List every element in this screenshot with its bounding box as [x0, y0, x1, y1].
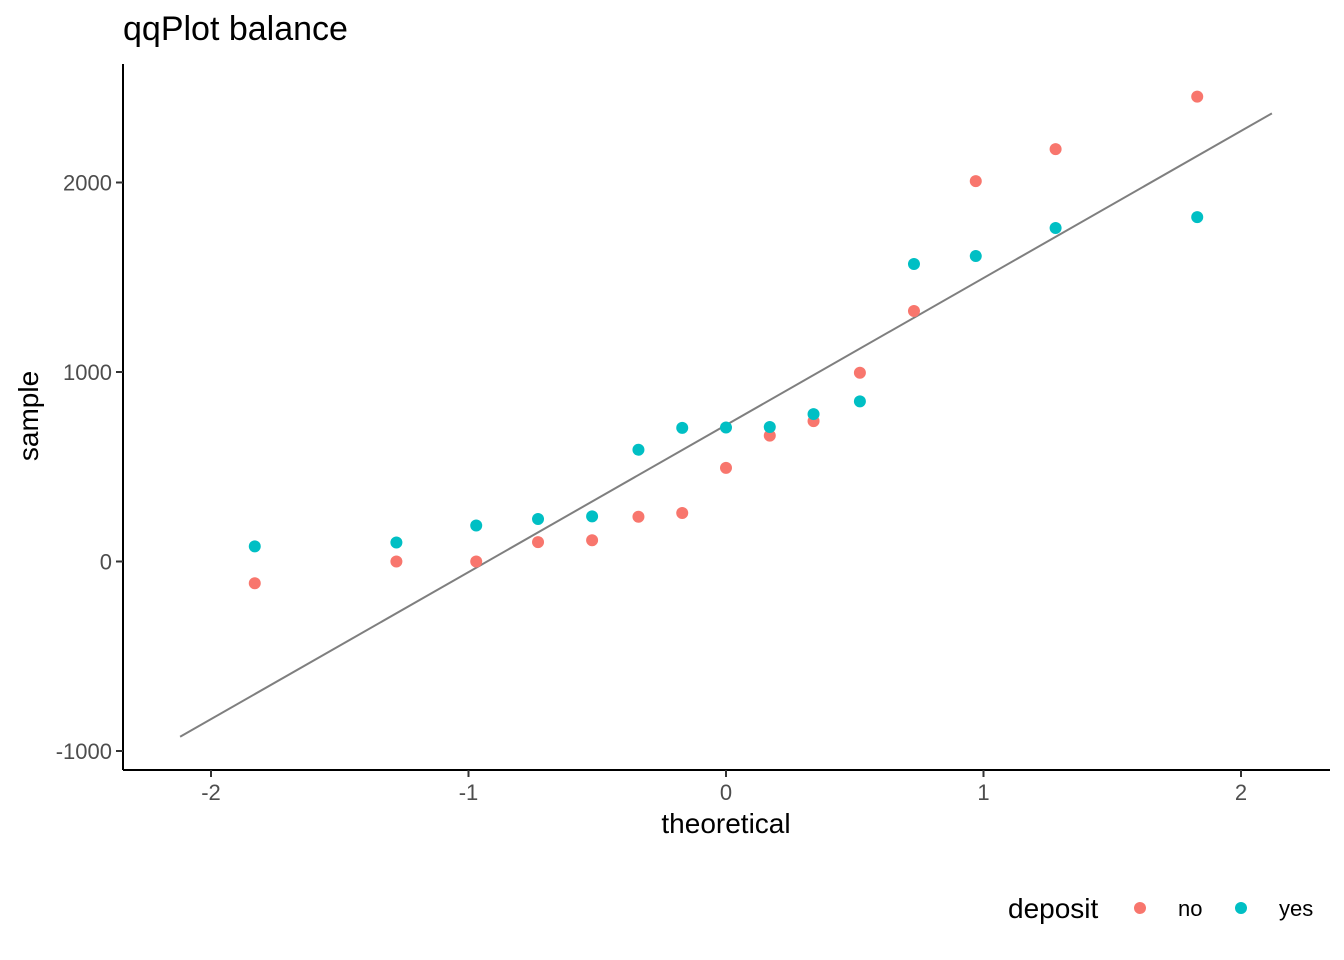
x-tick-label: -2 [201, 780, 221, 805]
data-point-yes [676, 421, 689, 434]
data-point-yes [586, 510, 599, 523]
data-point-no [853, 366, 866, 379]
data-point-yes [390, 536, 403, 549]
data-point-yes [1049, 221, 1062, 234]
data-point-yes [470, 519, 483, 532]
y-axis-ticks: -1000 0 1000 2000 [56, 171, 123, 764]
data-point-yes [1191, 211, 1204, 224]
data-point-no [470, 555, 483, 568]
data-point-yes [532, 513, 545, 526]
y-axis-title: sample [13, 371, 44, 461]
legend-title: deposit [1008, 893, 1099, 924]
x-tick-label: 0 [720, 780, 732, 805]
data-point-no [907, 304, 920, 317]
legend-label-no: no [1178, 896, 1202, 921]
y-tick-label: 1000 [63, 360, 112, 385]
legend: deposit no yes [1008, 893, 1313, 924]
data-point-yes [632, 443, 645, 456]
x-tick-label: -1 [459, 780, 479, 805]
legend-key-yes [1235, 902, 1247, 914]
data-point-yes [907, 257, 920, 270]
data-point-no [676, 506, 689, 519]
data-points [248, 90, 1204, 590]
data-point-no [969, 175, 982, 188]
data-point-yes [720, 421, 732, 434]
data-point-yes [807, 408, 820, 421]
data-point-no [586, 534, 599, 547]
plot-area: -1000 0 1000 2000 -2 -1 0 1 2 [56, 64, 1330, 805]
data-point-no [532, 536, 545, 549]
x-axis-ticks: -2 -1 0 1 2 [201, 770, 1247, 805]
chart-title: qqPlot balance [123, 10, 348, 48]
data-point-yes [853, 395, 866, 408]
data-point-no [763, 429, 776, 442]
data-point-no [632, 510, 645, 523]
data-point-no [1191, 90, 1204, 103]
data-point-no [1049, 143, 1062, 156]
data-point-no [390, 555, 403, 568]
y-tick-label: 0 [100, 550, 112, 575]
legend-label-yes: yes [1279, 896, 1313, 921]
x-tick-label: 1 [977, 780, 989, 805]
x-tick-label: 2 [1235, 780, 1247, 805]
data-point-yes [248, 540, 261, 553]
y-tick-label: 2000 [63, 171, 112, 196]
y-tick-label: -1000 [56, 739, 112, 764]
legend-items: no yes [1134, 896, 1313, 921]
data-point-yes [969, 250, 982, 263]
x-axis-title: theoretical [661, 808, 790, 839]
data-point-yes [763, 420, 776, 433]
legend-key-no [1134, 902, 1146, 914]
data-point-no [248, 577, 261, 590]
data-point-no [720, 461, 732, 474]
